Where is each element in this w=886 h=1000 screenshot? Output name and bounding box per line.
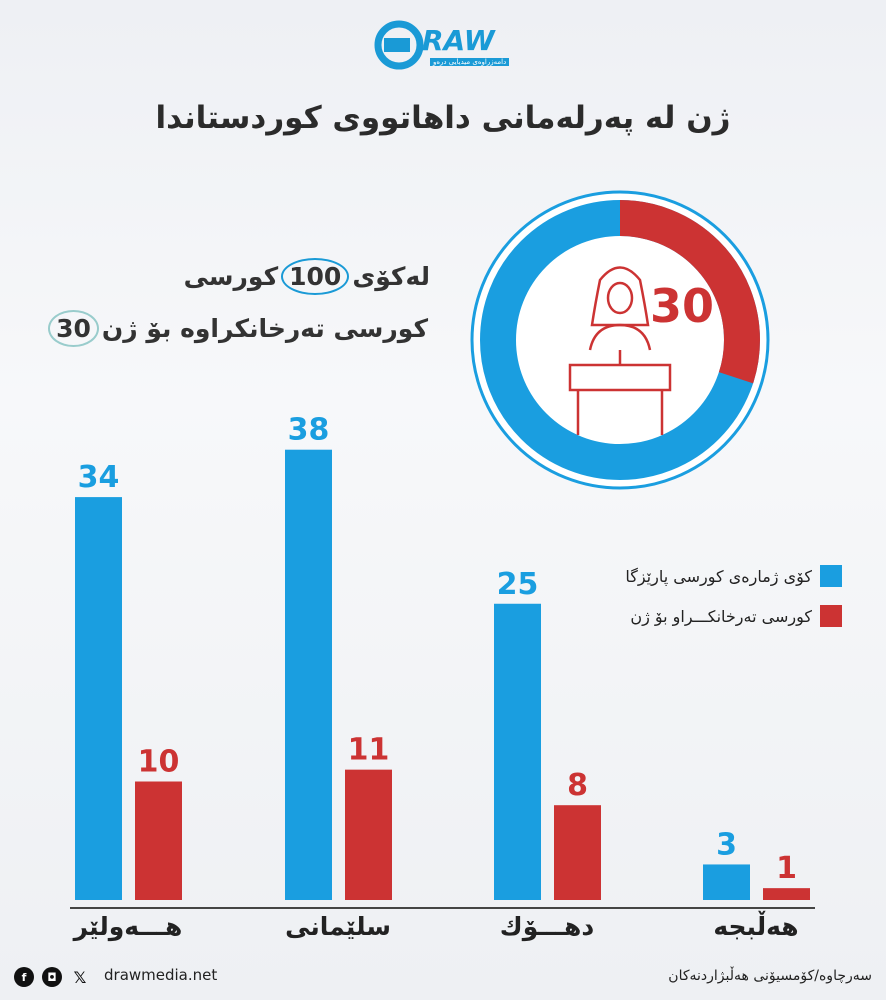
stat-line-2: کورسی تەرخانکراوە بۆ ژن30 <box>45 310 428 347</box>
donut-chart: 30 <box>470 190 770 490</box>
x-icon[interactable]: 𝕏 <box>73 967 87 987</box>
woman-at-podium-icon <box>568 266 672 435</box>
legend-item-women: کورسی تەرخانکـــراو بۆ ژن <box>625 605 842 627</box>
bar-data-label: 10 <box>138 745 180 780</box>
category-label: هـــەولێر <box>73 912 183 941</box>
source-note: سەرچاوە/کۆمسیۆنی هەڵبژاردنەکان <box>668 968 872 984</box>
stat-line-1: لەکۆی100کورسی <box>184 258 430 295</box>
logo: RAW دامەزراوەی میدیایی درەو <box>372 20 522 70</box>
stat-women: 30 <box>48 310 99 347</box>
logo-tagline: دامەزراوەی میدیایی درەو <box>430 58 510 66</box>
bar-total <box>75 497 122 900</box>
category-label: دهـــۆك <box>499 912 595 941</box>
category-label: سلێمانی <box>285 912 391 941</box>
donut-women-arc <box>480 200 760 480</box>
draw-logo-icon <box>374 20 424 70</box>
legend-label: کورسی تەرخانکـــراو بۆ ژن <box>630 606 812 626</box>
facebook-icon[interactable]: f <box>14 967 34 987</box>
legend-label: کۆی ژمارەی کورسی پارێزگا <box>625 566 812 586</box>
page-title: ژن لە پەرلەمانی داهاتووی کوردستاندا <box>155 100 731 136</box>
bar-data-label: 25 <box>497 567 539 602</box>
legend-swatch-blue <box>820 565 842 587</box>
bar-total <box>494 603 541 900</box>
bar-data-label: 8 <box>567 768 588 803</box>
bar-data-label: 34 <box>78 460 120 495</box>
donut-value: 30 <box>650 279 714 333</box>
stat-total: 100 <box>281 258 350 295</box>
stat-before: لەکۆی <box>352 262 430 291</box>
bar-women <box>554 805 601 900</box>
bar-data-label: 38 <box>288 413 330 448</box>
bar-data-label: 3 <box>716 827 737 862</box>
stat-text: کورسی تەرخانکراوە بۆ ژن <box>101 314 428 343</box>
instagram-icon[interactable]: ◘ <box>42 967 62 987</box>
bar-total <box>703 864 750 900</box>
category-label: هەڵبجە <box>713 912 799 941</box>
bar-women <box>135 781 182 900</box>
bar-data-label: 11 <box>348 733 390 768</box>
logo-text: RAW <box>422 24 495 57</box>
legend: کۆی ژمارەی کورسی پارێزگا کورسی تەرخانکــ… <box>625 565 842 627</box>
bar-women <box>345 769 392 900</box>
bar-data-label: 1 <box>776 851 797 886</box>
bar-women <box>763 888 810 900</box>
legend-item-total: کۆی ژمارەی کورسی پارێزگا <box>625 565 842 587</box>
stat-after: کورسی <box>183 262 279 291</box>
bar-total <box>285 449 332 900</box>
website-link[interactable]: drawmedia.net <box>104 966 218 984</box>
legend-swatch-red <box>820 605 842 627</box>
